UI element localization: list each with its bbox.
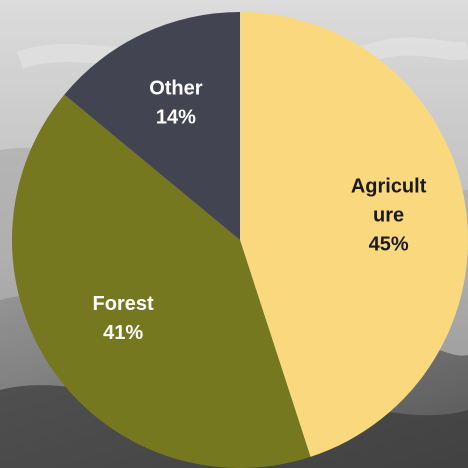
slice-label-forest: Forest 41% [93, 293, 154, 344]
pie-slice-agriculture [240, 12, 468, 457]
slice-label-agriculture: Agricult ure 45% [351, 176, 427, 256]
pie-slice-forest [12, 94, 311, 468]
pie-slice-other [64, 12, 240, 240]
pie-slices [12, 12, 468, 468]
slice-label-other: Other 14% [149, 78, 203, 129]
pie-labels: Agricult ure 45% Forest 41% Other 14% [93, 78, 427, 345]
